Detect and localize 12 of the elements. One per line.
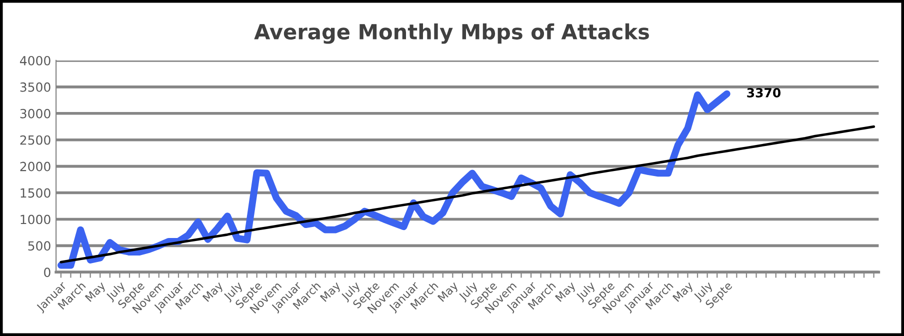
y-tick-label: 500 <box>28 241 50 251</box>
y-tick-label: 1000 <box>20 214 50 224</box>
y-tick-label: 3500 <box>20 82 50 92</box>
y-tick-label: 2500 <box>20 135 50 145</box>
y-tick-label: 3000 <box>20 108 50 118</box>
y-tick-label: 4000 <box>20 56 50 66</box>
chart-title: Average Monthly Mbps of Attacks <box>254 23 649 44</box>
y-tick-label: 0 <box>44 268 50 278</box>
y-tick-label: 1500 <box>20 188 50 198</box>
data-label: 3370 <box>747 88 781 98</box>
y-tick-label: 2000 <box>20 162 50 172</box>
line-series <box>60 125 876 264</box>
